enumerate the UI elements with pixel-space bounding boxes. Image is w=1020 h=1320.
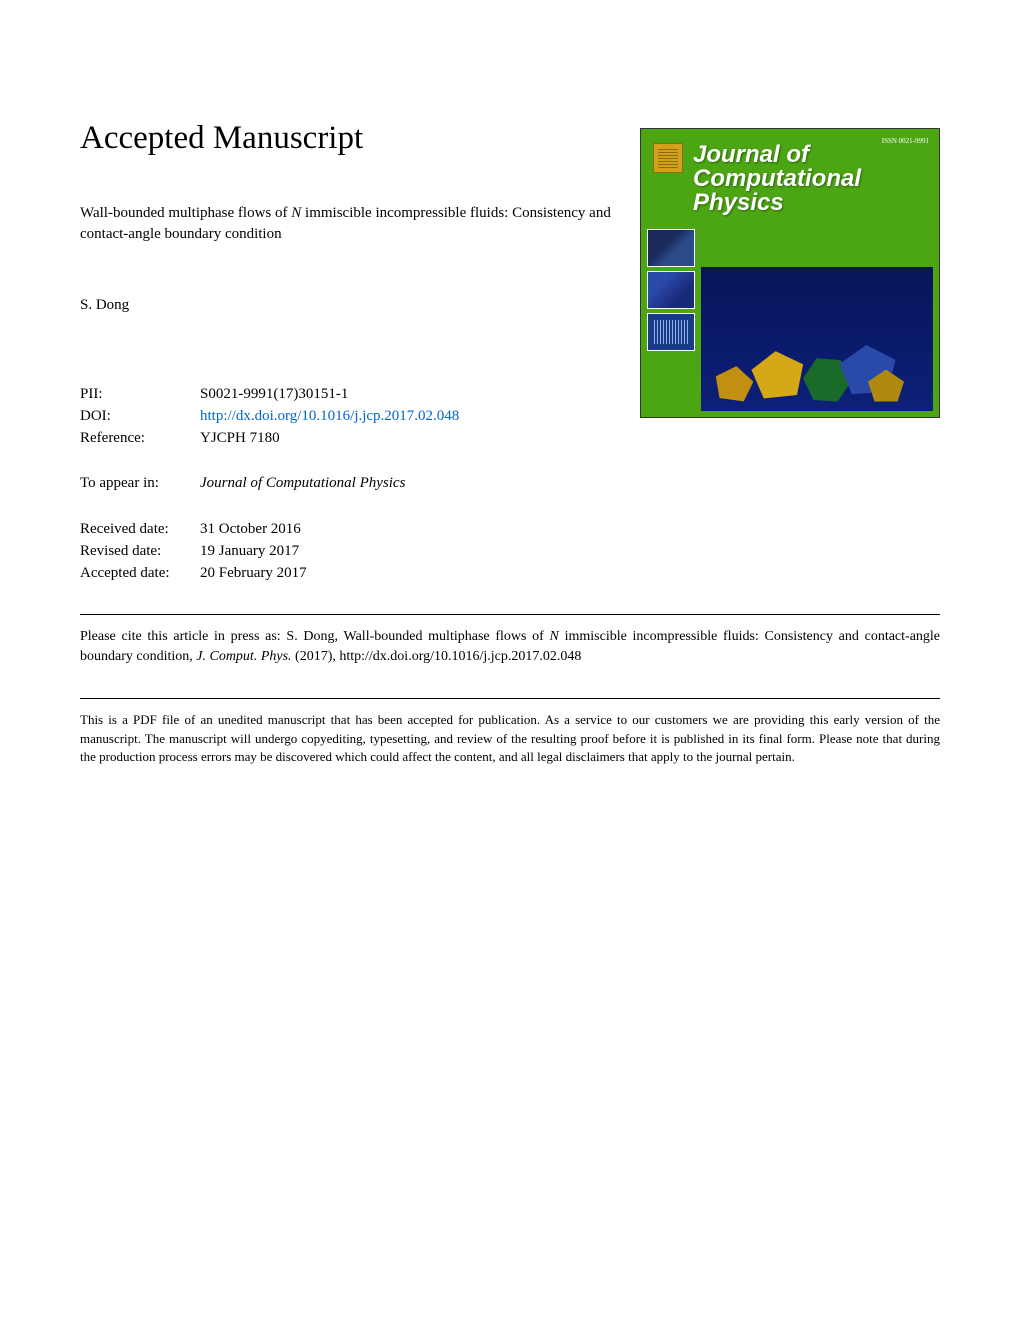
accepted-row: Accepted date: 20 February 2017 (80, 563, 940, 585)
title-part-1b: immiscible incompressible fluids: Consis… (301, 205, 611, 221)
pii-label: PII: (80, 384, 200, 406)
received-row: Received date: 31 October 2016 (80, 519, 940, 541)
reference-row: Reference: YJCPH 7180 (80, 428, 940, 450)
appear-value: Journal of Computational Physics (200, 473, 940, 495)
journal-cover: ISSN 0021-9991 Journal of Computational … (640, 128, 940, 418)
cover-title-line1: Journal of (693, 141, 809, 168)
separator-line-2 (80, 698, 940, 699)
accepted-value: 20 February 2017 (200, 563, 940, 585)
citation-variable-n: N (550, 629, 559, 644)
elsevier-logo-icon (653, 143, 683, 173)
revised-row: Revised date: 19 January 2017 (80, 541, 940, 563)
cover-title-line3: Physics (693, 189, 784, 216)
separator-line (80, 614, 940, 615)
cover-issn: ISSN 0021-9991 (882, 137, 929, 145)
revised-value: 19 January 2017 (200, 541, 940, 563)
received-value: 31 October 2016 (200, 519, 940, 541)
cover-polygon-icon (713, 364, 755, 403)
cover-thumb-3 (647, 313, 695, 351)
citation-suffix: (2017), http://dx.doi.org/10.1016/j.jcp.… (292, 649, 582, 664)
doi-label: DOI: (80, 406, 200, 428)
cover-main-image (701, 267, 933, 411)
reference-label: Reference: (80, 428, 200, 450)
title-variable-n: N (291, 205, 301, 221)
cover-thumb-1 (647, 229, 695, 267)
appear-row: To appear in: Journal of Computational P… (80, 473, 940, 495)
citation-journal: J. Comput. Phys. (196, 649, 291, 664)
citation-text: Please cite this article in press as: S.… (80, 627, 940, 666)
doi-link[interactable]: http://dx.doi.org/10.1016/j.jcp.2017.02.… (200, 408, 459, 424)
article-title: Wall-bounded multiphase flows of N immis… (80, 203, 620, 245)
page-container: Accepted Manuscript Wall-bounded multiph… (0, 0, 1020, 846)
title-part-1: Wall-bounded multiphase flows of (80, 205, 291, 221)
cover-title: Journal of Computational Physics (693, 143, 861, 215)
revised-label: Revised date: (80, 541, 200, 563)
appear-label: To appear in: (80, 473, 200, 495)
disclaimer-text: This is a PDF file of an unedited manusc… (80, 711, 940, 766)
received-label: Received date: (80, 519, 200, 541)
reference-value: YJCPH 7180 (200, 428, 940, 450)
cover-thumb-2 (647, 271, 695, 309)
cover-thumbnails (647, 229, 695, 351)
cover-shapes (701, 325, 933, 411)
cover-polygon-icon (750, 348, 807, 399)
cover-title-line2: Computational (693, 165, 861, 192)
citation-prefix: Please cite this article in press as: S.… (80, 629, 550, 644)
title-part-2: contact-angle boundary condition (80, 226, 282, 242)
accepted-label: Accepted date: (80, 563, 200, 585)
